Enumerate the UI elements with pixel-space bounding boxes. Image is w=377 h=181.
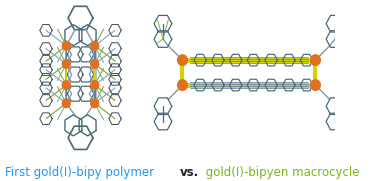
Text: First gold(I)-bipy polymer: First gold(I)-bipy polymer [5,166,158,179]
Circle shape [91,60,99,68]
Circle shape [178,55,187,65]
Circle shape [178,80,187,90]
Text: vs.: vs. [180,166,199,179]
Circle shape [62,81,70,89]
Circle shape [91,99,99,108]
Circle shape [91,41,99,50]
Text: gold(I)-bipyen macrocycle: gold(I)-bipyen macrocycle [202,166,360,179]
Circle shape [62,41,70,50]
Circle shape [311,55,320,65]
Circle shape [91,81,99,89]
Circle shape [311,80,320,90]
Circle shape [62,99,70,108]
Circle shape [62,60,70,68]
